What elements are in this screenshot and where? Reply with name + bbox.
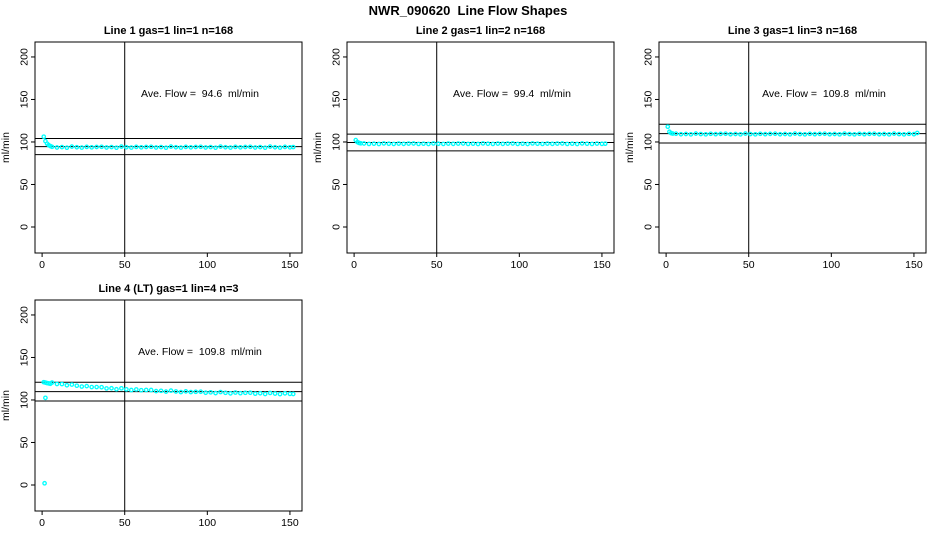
empty-cell [624, 282, 936, 540]
svg-text:100: 100 [511, 259, 529, 271]
svg-text:100: 100 [19, 391, 31, 409]
svg-text:0: 0 [19, 224, 31, 230]
svg-text:0: 0 [39, 259, 45, 271]
svg-text:0: 0 [331, 224, 343, 230]
svg-text:0: 0 [351, 259, 357, 271]
svg-text:0: 0 [663, 259, 669, 271]
plot-line-4: 0 50 100 150 0 50 100 150 200 ml/min [0, 299, 303, 529]
svg-text:200: 200 [19, 306, 31, 324]
svg-text:200: 200 [331, 48, 343, 66]
panel-line-1: Line 1 gas=1 lin=1 n=168 Ave. Flow = 94.… [0, 24, 312, 282]
svg-text:150: 150 [905, 259, 923, 271]
svg-text:50: 50 [119, 259, 131, 271]
svg-text:ml/min: ml/min [0, 132, 12, 163]
svg-text:50: 50 [331, 178, 343, 190]
ave-flow-annotation-line-1: Ave. Flow = 94.6 ml/min [141, 88, 259, 100]
plot-line-1: 0 50 100 150 0 50 100 150 200 ml/min [0, 41, 303, 271]
svg-text:50: 50 [119, 517, 131, 529]
svg-text:100: 100 [331, 133, 343, 151]
svg-text:150: 150 [19, 91, 31, 109]
svg-text:ml/min: ml/min [0, 390, 12, 421]
svg-text:100: 100 [19, 133, 31, 151]
svg-text:150: 150 [281, 259, 299, 271]
panel-title-line-2: Line 2 gas=1 lin=2 n=168 [415, 25, 546, 37]
empty-cell [312, 282, 624, 540]
panel-line-3: Line 3 gas=1 lin=3 n=168 Ave. Flow = 109… [624, 24, 936, 282]
panel-title-line-3: Line 3 gas=1 lin=3 n=168 [727, 25, 858, 37]
svg-text:150: 150 [593, 259, 611, 271]
ave-flow-annotation-line-2: Ave. Flow = 99.4 ml/min [453, 88, 571, 100]
panel-line-2: Line 2 gas=1 lin=2 n=168 Ave. Flow = 99.… [312, 24, 624, 282]
figure-title: NWR_090620 Line Flow Shapes [368, 3, 568, 18]
svg-text:0: 0 [643, 224, 655, 230]
svg-text:50: 50 [431, 259, 443, 271]
plot-line-2: 0 50 100 150 0 50 100 150 200 ml/min [312, 41, 615, 271]
svg-text:0: 0 [39, 517, 45, 529]
plot-line-3: 0 50 100 150 0 50 100 150 200 ml/min [624, 41, 927, 271]
panel-line-4: Line 4 (LT) gas=1 lin=4 n=3 Ave. Flow = … [0, 282, 312, 540]
svg-text:200: 200 [643, 48, 655, 66]
panel-title-line-4: Line 4 (LT) gas=1 lin=4 n=3 [98, 283, 239, 295]
svg-text:100: 100 [643, 133, 655, 151]
svg-text:50: 50 [19, 178, 31, 190]
svg-text:50: 50 [743, 259, 755, 271]
svg-text:150: 150 [643, 91, 655, 109]
svg-text:150: 150 [19, 349, 31, 367]
svg-text:50: 50 [19, 436, 31, 448]
panel-grid: Line 1 gas=1 lin=1 n=168 Ave. Flow = 94.… [0, 24, 936, 540]
panel-title-line-1: Line 1 gas=1 lin=1 n=168 [103, 25, 234, 37]
svg-text:ml/min: ml/min [624, 132, 636, 163]
ave-flow-annotation-line-4: Ave. Flow = 109.8 ml/min [138, 346, 262, 358]
svg-text:150: 150 [281, 517, 299, 529]
svg-text:200: 200 [19, 48, 31, 66]
svg-text:0: 0 [19, 482, 31, 488]
svg-text:150: 150 [331, 91, 343, 109]
svg-text:100: 100 [199, 517, 217, 529]
svg-text:ml/min: ml/min [312, 132, 324, 163]
svg-text:50: 50 [643, 178, 655, 190]
svg-text:100: 100 [823, 259, 841, 271]
svg-text:100: 100 [199, 259, 217, 271]
ave-flow-annotation-line-3: Ave. Flow = 109.8 ml/min [762, 88, 886, 100]
